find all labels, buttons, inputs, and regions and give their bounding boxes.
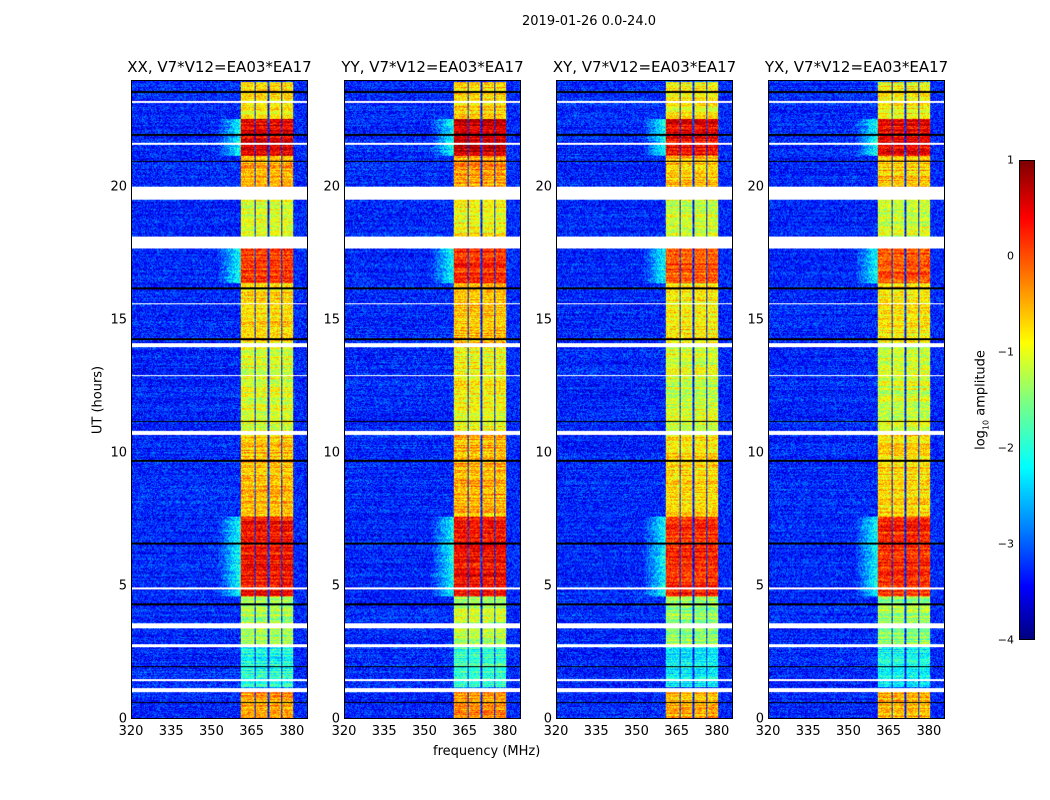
y-tick-label: 20: [323, 179, 340, 194]
colorbar-tick-label: −1: [997, 345, 1014, 359]
figure-title: 2019-01-26 0.0-24.0: [522, 14, 656, 29]
x-tick-label: 320: [543, 724, 569, 739]
y-tick-label: 20: [110, 179, 127, 194]
y-axis-label: UT (hours): [90, 365, 106, 435]
colorbar-tick-label: −4: [997, 633, 1014, 647]
spectrogram-heatmap: [132, 81, 307, 718]
colorbar-tick-label: −3: [997, 537, 1014, 551]
x-tick-label: 365: [876, 724, 902, 739]
y-tick-label: 15: [110, 312, 127, 328]
x-tick-label: 320: [118, 724, 144, 739]
y-tick-label: 5: [543, 578, 552, 594]
y-tick-label: 10: [747, 445, 764, 461]
x-tick-label: 350: [624, 724, 649, 739]
y-tick-label: 5: [755, 578, 764, 594]
y-tick-label: 0: [543, 711, 552, 727]
y-tick-label: 10: [110, 445, 127, 461]
x-tick-label: 350: [412, 724, 437, 739]
x-tick-label: 365: [452, 724, 478, 739]
y-tick-label: 20: [747, 179, 764, 194]
spectrogram-heatmap: [557, 81, 732, 718]
y-tick-label: 10: [323, 445, 340, 461]
y-tick-label: 0: [331, 711, 340, 727]
x-axis-label: frequency (MHz): [433, 744, 541, 759]
y-tick-label: 10: [535, 445, 552, 461]
x-tick-label: 320: [755, 724, 781, 739]
spectrogram-heatmap: [345, 81, 520, 718]
y-tick-label: 15: [747, 312, 764, 328]
y-tick-label: 15: [323, 312, 340, 328]
colorbar-tick-label: 0: [1007, 249, 1014, 263]
x-tick-label: 365: [239, 724, 265, 739]
panel-title: YX, V7*V12=EA03*EA17: [764, 58, 949, 76]
y-tick-label: 0: [118, 711, 127, 727]
x-tick-label: 380: [916, 724, 942, 739]
x-tick-label: 335: [158, 724, 184, 739]
x-tick-label: 335: [795, 724, 821, 739]
x-tick-label: 380: [492, 724, 518, 739]
x-tick-label: 350: [199, 724, 224, 739]
spectrogram-panel-3: [556, 80, 733, 719]
spectrogram-heatmap: [769, 81, 944, 718]
x-tick-label: 380: [704, 724, 730, 739]
spectrogram-panel-4: [768, 80, 945, 719]
x-tick-label: 320: [331, 724, 357, 739]
colorbar-tick-label: 1: [1007, 153, 1014, 167]
y-tick-label: 5: [331, 578, 340, 594]
x-tick-label: 365: [664, 724, 690, 739]
colorbar-tick-label: −2: [997, 441, 1014, 455]
x-tick-label: 335: [371, 724, 397, 739]
y-tick-label: 15: [535, 312, 552, 328]
colorbar: [1019, 160, 1035, 640]
y-tick-label: 0: [755, 711, 764, 727]
colorbar-label: log10 amplitude: [973, 350, 991, 450]
spectrogram-panel-1: [131, 80, 308, 719]
x-tick-label: 350: [836, 724, 861, 739]
panel-title: XY, V7*V12=EA03*EA17: [552, 58, 737, 76]
y-tick-label: 5: [118, 578, 127, 594]
x-tick-label: 380: [279, 724, 305, 739]
y-tick-label: 20: [535, 179, 552, 194]
panel-title: YY, V7*V12=EA03*EA17: [341, 58, 524, 76]
spectrogram-panel-2: [344, 80, 521, 719]
panel-title: XX, V7*V12=EA03*EA17: [127, 58, 312, 76]
x-tick-label: 335: [583, 724, 609, 739]
